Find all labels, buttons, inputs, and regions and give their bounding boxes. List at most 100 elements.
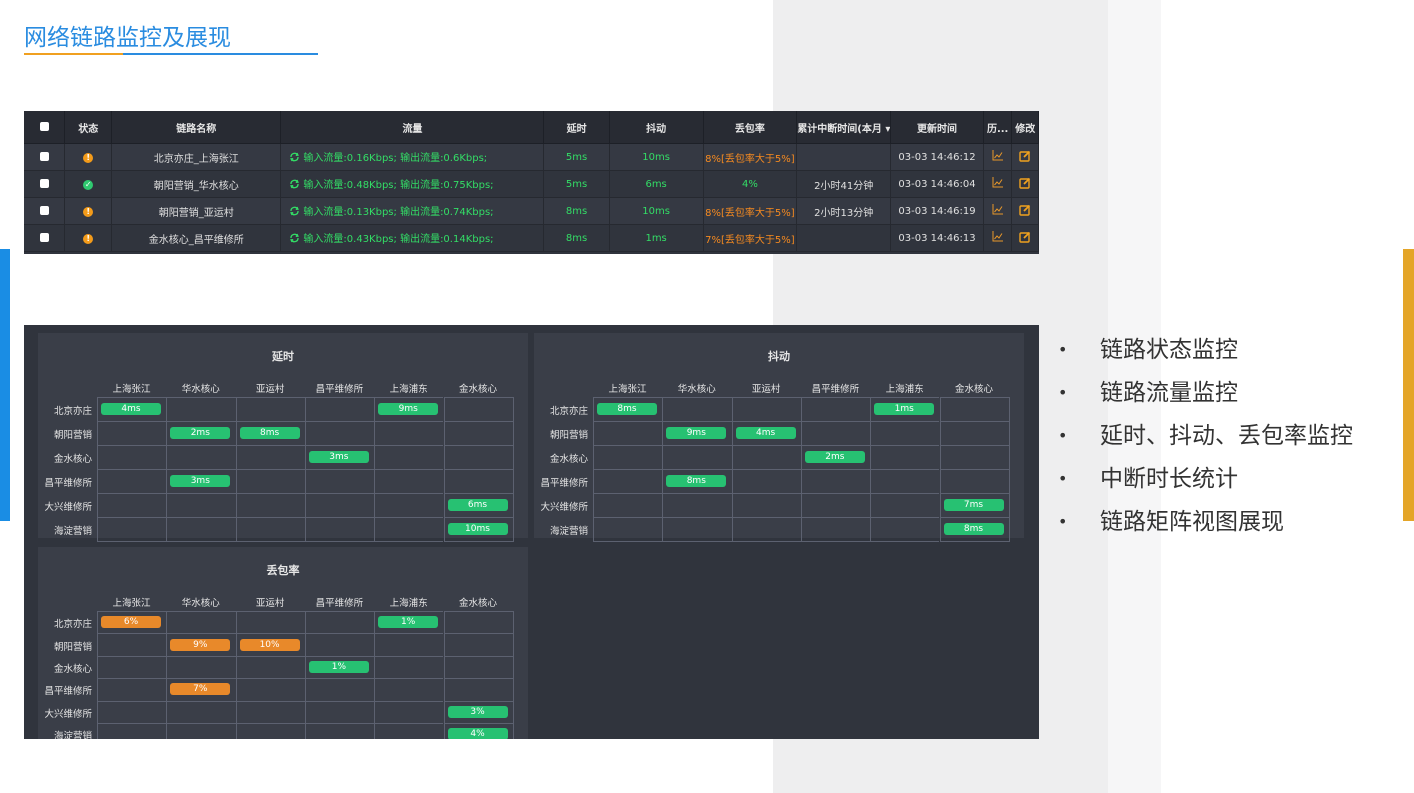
column-header-label: 更新时间 xyxy=(917,123,957,135)
matrix-value-badge[interactable]: 7% xyxy=(170,683,231,696)
column-header[interactable] xyxy=(24,111,66,144)
matrix-value-badge[interactable]: 6% xyxy=(101,616,161,629)
matrix-value-badge[interactable]: 8ms xyxy=(597,403,657,415)
matrix-cell xyxy=(593,469,663,493)
column-header: 历... xyxy=(983,111,1013,144)
select-all-checkbox[interactable] xyxy=(39,122,49,131)
edit-icon[interactable] xyxy=(1019,150,1031,165)
matrix-cell xyxy=(939,445,1010,469)
jitter-cell: 1ms xyxy=(609,224,704,252)
chart-icon[interactable] xyxy=(992,150,1004,164)
matrix-cell xyxy=(870,517,940,542)
column-header-label: 状态 xyxy=(78,123,99,135)
matrix-value-badge[interactable]: 3% xyxy=(447,705,508,718)
link-name-cell: 北京亦庄_上海张江 xyxy=(111,143,282,171)
matrix-column-header: 昌平维修所 xyxy=(315,598,364,609)
matrix-cell xyxy=(374,655,444,679)
row-checkbox[interactable] xyxy=(39,179,49,188)
matrix-value-badge[interactable]: 4ms xyxy=(735,427,796,439)
matrix-cell xyxy=(374,517,444,542)
row-checkbox[interactable] xyxy=(39,233,49,242)
matrix-cell xyxy=(304,723,375,739)
matrix-value-badge[interactable]: 9ms xyxy=(666,427,727,439)
delay-cell: 8ms xyxy=(543,224,610,252)
matrix-value-badge[interactable]: 1% xyxy=(378,616,439,629)
column-header-label: 链路名称 xyxy=(176,123,217,135)
matrix-value-badge[interactable]: 8ms xyxy=(239,427,300,439)
matrix-cell xyxy=(166,421,236,445)
matrix-column-header: 亚运村 xyxy=(255,598,285,609)
matrix-cell xyxy=(304,469,375,493)
matrix-value-badge[interactable]: 10ms xyxy=(447,523,508,535)
matrix-value-badge[interactable]: 7ms xyxy=(943,499,1004,511)
matrix-value-badge[interactable]: 3ms xyxy=(170,475,231,487)
table-row[interactable]: ✓ 朝阳营销_华水核心 输入流量:0.48Kbps; 输出流量:0.75Kbps; 5… xyxy=(24,170,1039,198)
packet-loss-matrix: 丢包率 上海张江 华水核心 亚运村 昌平维修所 上海浦东 金水核心 北京亦庄 朝阳营销 金水核心昌… xyxy=(38,547,528,739)
matrix-column-header: 上海张江 xyxy=(608,384,647,395)
matrix-cell xyxy=(800,445,871,469)
matrix-row-header: 金水核心 xyxy=(549,454,588,465)
matrix-value-badge[interactable]: 8ms xyxy=(943,523,1004,535)
matrix-value-badge[interactable]: 1% xyxy=(308,661,369,673)
chart-icon[interactable] xyxy=(992,177,1004,191)
matrix-cell xyxy=(731,493,801,517)
column-header[interactable]: 累计中断时间(本月 ▾ xyxy=(796,111,892,144)
matrix-value-badge[interactable]: 2ms xyxy=(804,451,865,463)
matrix-value-badge[interactable]: 2ms xyxy=(170,427,231,439)
table-row[interactable]: ! 北京亦庄_上海张江 输入流量:0.16Kbps; 输出流量:0.6Kbps; 5m… xyxy=(24,143,1039,171)
matrix-value-badge[interactable]: 8ms xyxy=(666,475,727,487)
matrix-cell xyxy=(235,678,305,701)
edit-cell xyxy=(1011,224,1039,252)
matrix-value-badge[interactable]: 6ms xyxy=(447,499,508,511)
updated-time-cell: 03-03 14:46:19 xyxy=(890,197,984,225)
matrix-cell xyxy=(374,397,444,421)
edit-icon[interactable] xyxy=(1019,204,1031,219)
row-checkbox-cell[interactable] xyxy=(24,224,66,252)
traffic-cell: 输入流量:0.48Kbps; 输出流量:0.75Kbps; xyxy=(280,170,545,198)
edit-icon[interactable] xyxy=(1019,231,1031,246)
matrix-cell xyxy=(443,397,514,421)
matrix-value-badge[interactable]: 4ms xyxy=(101,403,161,415)
row-checkbox-cell[interactable] xyxy=(24,143,66,171)
matrix-cell xyxy=(800,397,871,421)
matrix-cell xyxy=(662,517,732,542)
row-checkbox[interactable] xyxy=(39,152,49,161)
matrix-cell xyxy=(939,469,1010,493)
table-row[interactable]: ! 朝阳营销_亚运村 输入流量:0.13Kbps; 输出流量:0.74Kbps; 8m… xyxy=(24,197,1039,225)
column-header: 状态 xyxy=(64,111,113,144)
matrix-value-badge[interactable]: 4% xyxy=(447,728,508,739)
matrix-value-badge[interactable]: 1ms xyxy=(874,403,935,415)
matrix-row-header: 朝阳营销 xyxy=(53,430,92,441)
row-checkbox-cell[interactable] xyxy=(24,197,66,225)
matrix-cell xyxy=(374,445,444,469)
matrix-cell xyxy=(97,469,167,493)
matrix-column-header: 金水核心 xyxy=(458,598,497,609)
matrix-cell xyxy=(443,700,514,723)
matrix-column-header: 上海张江 xyxy=(112,384,151,395)
table-row[interactable]: ! 金水核心_昌平维修所 输入流量:0.43Kbps; 输出流量:0.14Kbps;… xyxy=(24,224,1039,252)
background-panel-strip xyxy=(1108,0,1161,793)
jitter-cell: 10ms xyxy=(609,197,704,225)
chart-icon[interactable] xyxy=(992,231,1004,245)
chart-icon[interactable] xyxy=(992,204,1004,218)
matrix-value-badge[interactable]: 9% xyxy=(170,638,231,651)
row-checkbox[interactable] xyxy=(39,206,49,215)
link-table-screenshot: 状态 链路名称 流量 延时 抖动 丢包率 累计中断时间(本月 ▾ 更新时间 历... 修改 ! 北京… xyxy=(24,111,1039,254)
matrix-cell xyxy=(235,633,305,656)
matrix-value-badge[interactable]: 3ms xyxy=(308,451,369,463)
matrix-value-badge[interactable]: 10% xyxy=(239,638,300,651)
chevron-down-icon[interactable]: ▾ xyxy=(881,123,891,135)
matrix-cell xyxy=(731,517,801,542)
matrix-column-header: 昌平维修所 xyxy=(811,384,860,395)
bullet-text: 链路矩阵视图展现 xyxy=(1100,509,1284,535)
bullet-dot: • xyxy=(1058,426,1068,445)
matrix-row-header: 朝阳营销 xyxy=(549,430,588,441)
matrix-cell xyxy=(731,469,801,493)
matrix-cell xyxy=(374,700,444,723)
matrix-value-badge[interactable]: 9ms xyxy=(378,403,439,415)
row-checkbox-cell[interactable] xyxy=(24,170,66,198)
matrix-cell xyxy=(166,445,236,469)
matrix-cell xyxy=(166,678,236,701)
edit-icon[interactable] xyxy=(1019,177,1031,192)
column-header: 流量 xyxy=(280,111,545,144)
